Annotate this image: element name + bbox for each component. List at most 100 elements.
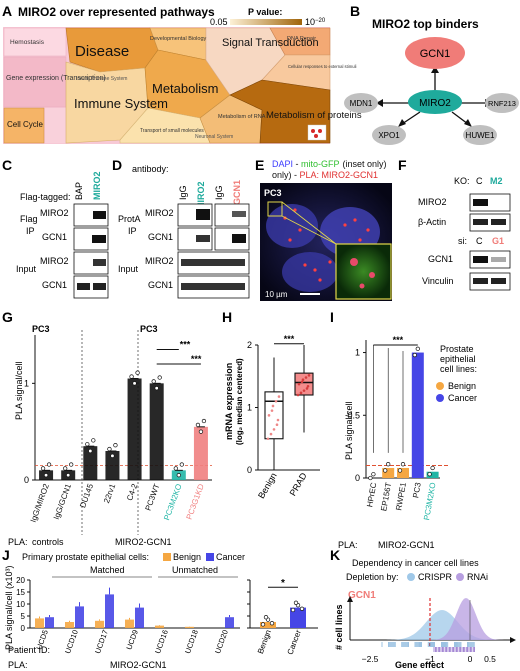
data-point [301,378,305,381]
k-ylabel: # cell lines [334,604,344,650]
box [294,372,314,396]
data-point [201,418,207,424]
panel-j: J Primary prostate epithelial cells: Ben… [2,547,318,670]
x-tick-label: C4-2 [125,482,140,502]
pla-dot [303,263,307,267]
ko-label: KO: [454,176,470,186]
blot-band [232,211,246,217]
data-point [176,473,181,478]
binder-edges [380,70,488,125]
data-point [260,622,266,627]
y-tick-label: 1 [24,378,29,388]
panel-d: D antibody: IgG MIRO2 IgG GCN1 ProtA IP … [112,157,250,299]
x-tick-label: PC3M2KO [422,482,438,521]
x-tick-label: Cancer [286,628,303,656]
data-point [266,437,270,441]
y-tick-label: 20 [16,576,25,585]
legend-dot-benign [436,382,444,390]
blot-band [473,256,488,263]
data-point [66,473,71,478]
x-tick-label: IgG/MIRO2 [29,482,51,524]
x-tick-label: PC3G1KD [185,482,206,520]
blot-band [491,219,506,225]
blot-band [196,235,210,242]
blot-band [491,278,506,284]
panel-e: E DAPI - mito-GFP (inset only) only) - PL… [255,157,392,301]
bar [105,594,114,628]
cell-line-label: PC3 [264,188,282,198]
si-lane-c: C [476,236,483,246]
treemap-cell-transport [119,107,211,144]
x-tick-label: DU145 [78,482,95,509]
y-tick-label: 1 [355,348,360,358]
panel-h: H mRNA expression (log₂ median centered)… [222,309,320,500]
si-lane-g1: G1 [492,236,504,246]
blot-band [93,211,106,219]
legend-dot-crispr [407,573,415,581]
data-point [293,600,299,605]
panel-label-e: E [255,157,264,173]
row-label: GCN1 [148,280,173,290]
y-tick-label: 0 [21,624,26,633]
blot-band [491,257,506,262]
k-xlabel: Gene effect [395,660,444,670]
treemap-label-developmental: Developmental Biology [150,36,207,42]
data-point [154,386,159,391]
legend-row-2: only) - PLA: MIRO2-GCN1 [272,170,378,180]
x-tick-label: RWPE1 [394,481,408,511]
data-point [151,379,156,384]
bar [155,625,164,628]
data-point [129,374,134,379]
blot-frame [469,272,511,291]
panel-label-h: H [222,309,232,325]
data-point [427,472,432,477]
data-point [85,442,90,447]
legend-dot-cancer [436,394,444,402]
x-tick-label: UCD9 [124,629,139,651]
data-point [383,468,388,473]
bar [75,606,84,628]
blot-band [77,283,90,290]
data-point [132,381,137,386]
treemap-label-dna-repair: DNA Repair [287,36,316,42]
blot-band [473,199,488,206]
panel-label-k: K [330,547,340,563]
panel-b: B MIRO2 top binders GCN1 MIRO2 MDN1 RNF2… [344,3,519,145]
bar [426,471,439,478]
data-point [40,466,46,471]
g-ylabel: PLA signal/cell [14,361,24,420]
y-tick-label: 0 [24,475,29,485]
data-point [415,346,420,351]
bar [65,622,74,628]
sig-label: *** [393,335,404,345]
pla-dot [313,268,317,272]
treemap-label-metabolism: Metabolism [152,81,218,96]
treemap-label-gene-expression: Gene expression (Transcription) [6,75,106,82]
node-xpo1 [372,125,406,145]
x-tick-label: −2.5 [362,654,379,664]
data-point [277,395,281,398]
panel-label-i: I [330,309,334,325]
bar [397,467,409,478]
legend-swatch-benign [163,553,171,561]
panel-label-d: D [112,157,122,173]
j-title: Primary prostate epithelial cells: [22,552,149,562]
x-tick-label: PC3 [411,481,423,498]
data-point [274,399,278,403]
blot-frames [73,203,109,299]
group-miro: MIRO2-GCN1 [115,537,172,547]
legend-swatch-cancer [206,553,214,561]
bar [95,620,104,628]
bar [193,426,208,480]
x-tick-label: IgG/GCN1 [52,482,73,521]
data-point [272,428,276,431]
section-input: Input [118,264,139,274]
row-label: MIRO2 [40,208,69,218]
x-tick-label: PC3WT [144,482,162,511]
row-label: GCN1 [42,232,67,242]
reactome-logo-dot [311,129,315,133]
y-tick-label: 10 [16,600,25,609]
treemap-cell-hemostasis [3,27,67,57]
sig-label: *** [284,334,295,344]
data-point [368,475,373,481]
